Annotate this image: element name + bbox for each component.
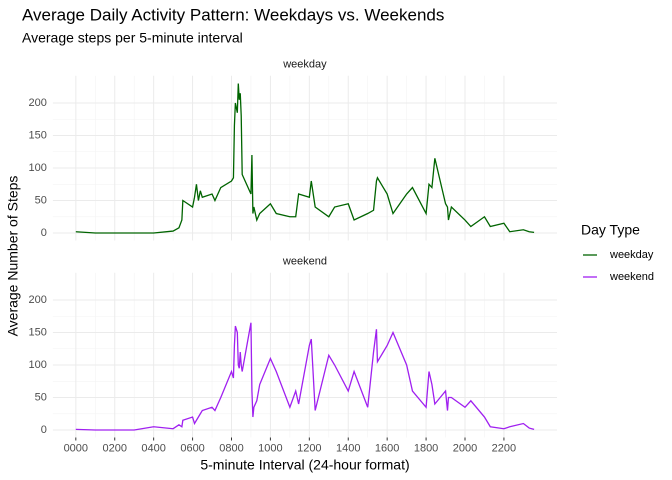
x-tick-label: 0000 <box>64 442 88 454</box>
chart-subtitle: Average steps per 5-minute interval <box>22 30 243 46</box>
x-tick-label: 0600 <box>180 442 204 454</box>
y-tick-label: 100 <box>29 359 47 371</box>
x-tick-label: 1000 <box>258 442 282 454</box>
x-tick-label: 2000 <box>453 442 477 454</box>
x-tick-label: 0800 <box>219 442 243 454</box>
x-tick-label: 1200 <box>297 442 321 454</box>
legend-title: Day Type <box>581 222 640 238</box>
line <box>75 322 535 431</box>
strip-label: weekday <box>282 59 327 71</box>
y-tick-label: 200 <box>29 97 47 109</box>
x-tick-label: 2200 <box>492 442 516 454</box>
strip-label: weekend <box>282 256 327 268</box>
y-tick-label: 0 <box>41 227 47 239</box>
x-axis-label: 5-minute Interval (24-hour format) <box>200 457 409 473</box>
x-tick-label: 1600 <box>375 442 399 454</box>
line <box>75 83 535 234</box>
x-tick-label: 1800 <box>414 442 438 454</box>
y-tick-label: 50 <box>35 194 47 206</box>
y-tick-label: 200 <box>29 294 47 306</box>
y-tick-label: 0 <box>41 424 47 436</box>
chart-title: Average Daily Activity Pattern: Weekdays… <box>22 5 444 24</box>
x-tick-label: 1400 <box>336 442 360 454</box>
x-tick-label: 0400 <box>141 442 165 454</box>
x-tick-label: 0200 <box>102 442 126 454</box>
y-tick-label: 100 <box>29 162 47 174</box>
legend-label: weekend <box>609 271 654 283</box>
y-tick-label: 50 <box>35 391 47 403</box>
legend-label: weekday <box>609 249 654 261</box>
y-axis-label: Average Number of Steps <box>5 176 21 337</box>
y-tick-label: 150 <box>29 129 47 141</box>
y-tick-label: 150 <box>29 326 47 338</box>
